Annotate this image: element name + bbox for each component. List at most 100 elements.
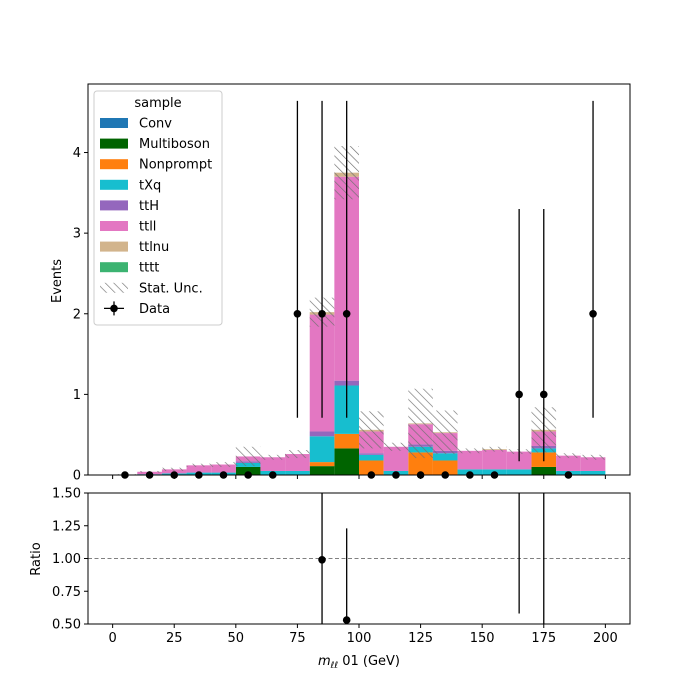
stat-unc-bin-6	[260, 454, 286, 460]
stat-unc-bin-11	[383, 442, 409, 451]
legend-title: sample	[134, 96, 181, 111]
x-tick-label-6: 150	[470, 631, 495, 646]
legend-label-tth: ttH	[139, 199, 159, 214]
bar-ttll-bin-6	[260, 457, 286, 471]
legend-swatch-stat-unc-	[100, 282, 128, 293]
bar-ttll-bin-15	[482, 450, 507, 470]
data-point-9	[342, 309, 351, 318]
legend-swatch-multiboson	[100, 138, 128, 149]
stat-unc-bin-7	[285, 450, 310, 459]
ratio-y-axis-label: Ratio	[29, 542, 44, 575]
x-tick-label-8: 200	[593, 631, 618, 646]
legend-swatch-conv	[100, 118, 128, 128]
stat-uncertainty-bands	[112, 146, 606, 475]
x-tick-label-1: 25	[166, 631, 183, 646]
main-y-axis-label: Events	[50, 259, 65, 303]
legend-label-multiboson: Multiboson	[139, 137, 210, 152]
stat-unc-bin-2	[161, 467, 187, 471]
main-y-tick-label-4: 4	[73, 146, 81, 161]
legend-label-tttt: tttt	[139, 261, 159, 276]
legend-label-ttll: ttll	[139, 220, 156, 235]
data-point-17	[539, 390, 548, 399]
x-tick-label-5: 125	[408, 631, 433, 646]
legend-swatch-tttt	[100, 262, 128, 273]
bar-ttll-bin-11	[383, 446, 409, 471]
ratio-point-0	[318, 556, 326, 564]
bar-txq-bin-7	[285, 470, 310, 475]
bar-multiboson-bin-17	[531, 466, 557, 475]
ratio-plot-panel: 0.50 0.75 1.00 1.25 1.50 0 25 50 75 100 125 150 175…	[29, 487, 631, 671]
legend-label-conv: Conv	[139, 117, 172, 132]
data-point-8	[318, 309, 326, 318]
bar-txq-bin-16	[506, 469, 532, 475]
stat-unc-bin-18	[556, 453, 581, 459]
legend-swatch-data-marker	[110, 304, 118, 313]
ratio-y-tick-label-3: 1.25	[52, 519, 81, 534]
bar-ttll-bin-14	[457, 450, 483, 470]
bar-txq-bin-19	[580, 470, 606, 475]
bar-txq-bin-8	[309, 436, 335, 463]
legend-label-ttlnu: ttlnu	[139, 240, 169, 255]
bar-multiboson-bin-9	[334, 448, 359, 475]
legend-label-stat-unc-: Stat. Unc.	[139, 281, 203, 296]
ratio-points	[318, 493, 545, 624]
bar-txq-bin-13	[432, 453, 458, 461]
x-tick-label-0: 0	[108, 631, 116, 646]
legend-swatch-ttlnu	[100, 241, 128, 252]
legend-label-nonprompt: Nonprompt	[139, 158, 212, 173]
bar-nonprompt-bin-8	[309, 462, 335, 467]
bar-ttll-bin-3	[186, 465, 212, 473]
bar-multiboson-bin-8	[309, 466, 335, 475]
data-point-16	[515, 390, 523, 399]
bar-tth-bin-8	[309, 431, 335, 437]
stat-unc-bin-15	[482, 446, 507, 452]
legend-swatch-txq	[100, 179, 128, 190]
legend-swatch-tth	[100, 200, 128, 211]
main-plot-panel: 0 1 2 3 4 Events	[50, 83, 631, 484]
stat-unc-bin-12	[408, 388, 433, 459]
bar-nonprompt-bin-10	[359, 460, 384, 475]
main-y-tick-label-2: 2	[73, 307, 81, 322]
legend: sample Conv Multiboson Nonprompt tXq ttH ttll…	[93, 90, 223, 326]
ratio-y-tick-label-0: 0.50	[52, 618, 81, 633]
bar-ttll-bin-19	[580, 457, 606, 471]
legend-label-txq: tXq	[139, 178, 161, 193]
ratio-y-ticks: 0.50 0.75 1.00 1.25 1.50	[52, 487, 88, 633]
ratio-y-tick-label-2: 1.00	[52, 552, 81, 567]
main-y-tick-label-1: 1	[73, 388, 81, 403]
ratio-point-1	[342, 616, 351, 624]
main-y-tick-label-3: 3	[73, 227, 81, 242]
main-x-ticks	[112, 475, 606, 479]
x-axis-label: mℓℓ 01 (GeV)	[318, 654, 400, 671]
stat-unc-bin-14	[457, 448, 483, 454]
x-tick-label-3: 75	[289, 631, 306, 646]
bar-txq-bin-10	[359, 454, 384, 461]
bar-ttll-bin-4	[211, 464, 236, 473]
bar-multiboson-bin-5	[235, 466, 261, 475]
x-tick-label-7: 175	[531, 631, 556, 646]
main-y-tick-label-0: 0	[73, 469, 81, 484]
legend-swatch-ttll	[100, 221, 128, 231]
ratio-x-ticks: 0 25 50 75 100 125 150 175 200	[108, 624, 618, 646]
stat-unc-bin-10	[359, 411, 384, 449]
x-tick-label-2: 50	[228, 631, 245, 646]
bar-ttll-bin-7	[285, 454, 310, 471]
data-point-7	[293, 309, 302, 318]
bar-nonprompt-bin-13	[432, 460, 458, 475]
ratio-y-tick-label-1: 0.75	[52, 585, 81, 600]
x-tick-label-4: 100	[347, 631, 372, 646]
stat-unc-bin-5	[235, 446, 261, 467]
data-points	[121, 100, 597, 479]
bar-ttll-bin-18	[556, 455, 581, 471]
legend-swatch-nonprompt	[100, 159, 128, 170]
stat-unc-bin-3	[186, 463, 212, 467]
data-point-19	[589, 309, 597, 318]
ratio-y-tick-label-4: 1.50	[52, 487, 81, 502]
bar-nonprompt-bin-9	[334, 433, 359, 449]
legend-label-data: Data	[139, 302, 170, 317]
stat-unc-bin-13	[432, 410, 458, 455]
bar-tth-bin-10	[359, 453, 384, 455]
stat-unc-bin-19	[580, 454, 606, 460]
main-y-ticks: 0 1 2 3 4	[73, 146, 88, 484]
